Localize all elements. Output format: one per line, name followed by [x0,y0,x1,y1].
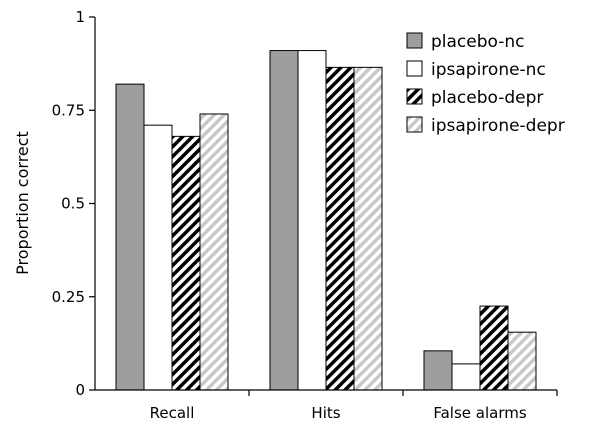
legend-swatch-placebo-nc [406,32,423,49]
bar-placebo-nc-hits [269,50,299,391]
x-ticks-group: Recall Hits False alarms [150,390,558,422]
y-ticks-group: 0 0.25 0.5 0.75 1 [52,8,95,399]
bar-ipsapirone-depr-recall [199,113,229,391]
y-tick-label: 0.5 [61,195,85,213]
bar-placebo-depr-recall [171,135,201,391]
bar-ipsapirone-nc-false-alarms [451,363,481,391]
bar-ipsapirone-nc-hits [297,50,327,391]
x-tick-label: Hits [311,404,340,422]
x-tick-label: False alarms [433,404,526,422]
bar-placebo-nc-false-alarms [423,350,453,391]
legend-swatch-ipsapirone-depr [406,116,423,133]
bar-ipsapirone-depr-false-alarms [507,331,537,391]
legend-label-placebo-nc: placebo-nc [431,32,525,52]
legend-label-placebo-depr: placebo-depr [431,88,543,108]
bar-ipsapirone-depr-hits [353,66,383,391]
bar-ipsapirone-nc-recall [143,124,173,391]
bars-group [115,50,537,391]
y-tick-label: 0.25 [52,288,85,306]
y-tick-label: 0 [75,381,85,399]
bar-placebo-nc-recall [115,83,145,391]
legend-label-ipsapirone-depr: ipsapirone-depr [431,116,565,136]
bar-placebo-depr-hits [325,66,355,391]
y-tick-label: 0.75 [52,101,85,119]
legend-label-ipsapirone-nc: ipsapirone-nc [431,60,546,80]
legend-swatch-placebo-depr [406,88,423,105]
bar-placebo-depr-false-alarms [479,305,509,391]
y-tick-label: 1 [75,8,85,26]
legend-swatch-ipsapirone-nc [406,60,423,77]
x-tick-label: Recall [150,404,195,422]
legend: placebo-nc ipsapirone-nc placebo-depr ipsap… [406,32,565,136]
y-axis-title: Proportion correct [13,131,32,275]
